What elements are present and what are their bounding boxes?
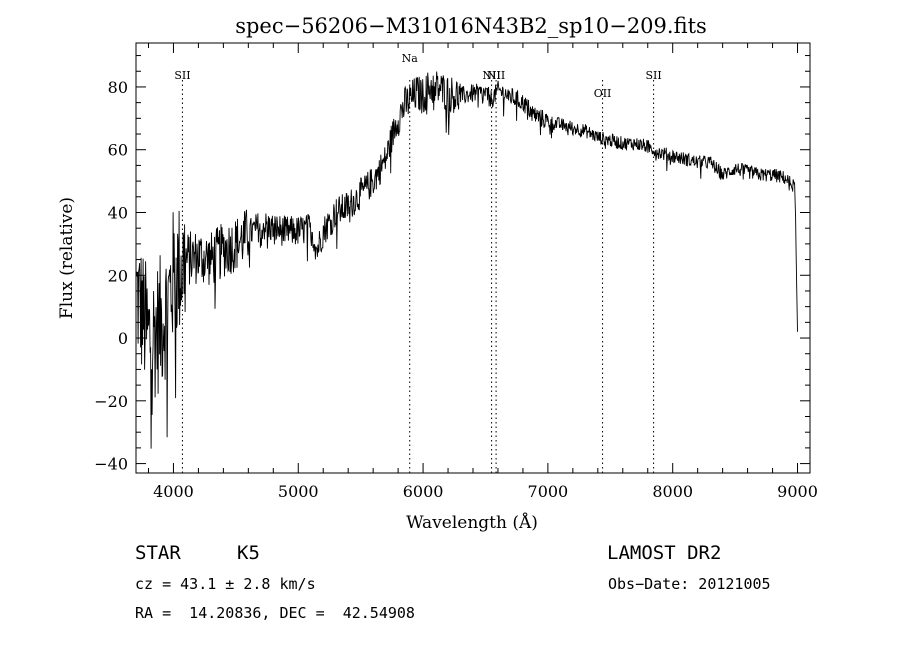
line-marker-label: Na <box>402 52 419 65</box>
y-tick-label: 20 <box>108 266 128 285</box>
spectrum-series <box>136 71 798 449</box>
axis-ticks <box>136 43 810 473</box>
observation-date: Obs−Date: 20121005 <box>608 575 771 593</box>
line-marker-label: OII <box>594 87 612 100</box>
x-tick-label: 6000 <box>403 482 444 501</box>
y-tick-label: 0 <box>118 329 128 348</box>
tick-labels: 4000 5000 6000 7000 8000 9000 −40 −20 0 20 40 60 80 <box>94 78 818 501</box>
x-tick-label: 7000 <box>528 482 569 501</box>
line-marker-label: SII <box>174 69 190 82</box>
y-tick-label: 80 <box>108 78 128 97</box>
line-marker-label: NII <box>487 69 505 82</box>
chart-title: spec−56206−M31016N43B2_sp10−209.fits <box>235 14 707 38</box>
y-axis-label: Flux (relative) <box>57 197 77 319</box>
x-tick-label: 5000 <box>278 482 319 501</box>
x-axis-label: Wavelength (Å) <box>406 512 538 533</box>
coordinates: RA = 14.20836, DEC = 42.54908 <box>135 604 415 622</box>
y-tick-label: −20 <box>94 392 128 411</box>
x-tick-label: 4000 <box>153 482 194 501</box>
line-marker-label: SII <box>645 69 661 82</box>
x-tick-label: 8000 <box>652 482 693 501</box>
spectrum-line <box>136 71 798 449</box>
line-marker-label: NII <box>482 69 500 82</box>
survey-name: LAMOST DR2 <box>607 542 722 564</box>
y-tick-label: 40 <box>108 203 128 222</box>
object-subclass: K5 <box>237 542 260 564</box>
x-tick-label: 9000 <box>777 482 818 501</box>
object-type: STAR <box>135 542 181 564</box>
y-tick-label: −40 <box>94 455 128 474</box>
redshift-cz: cz = 43.1 ± 2.8 km/s <box>135 575 316 593</box>
y-tick-label: 60 <box>108 141 128 160</box>
